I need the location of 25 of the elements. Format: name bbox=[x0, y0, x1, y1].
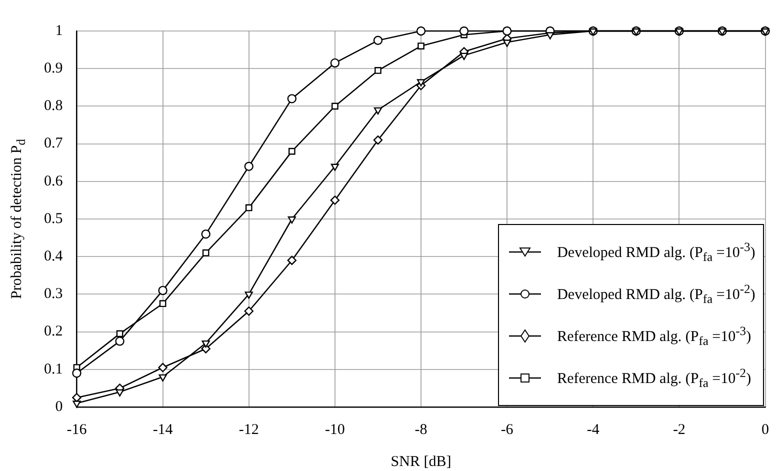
y-tick-label: 0.5 bbox=[44, 210, 63, 227]
x-tick-label: -16 bbox=[66, 422, 88, 438]
x-tick-label: 0 bbox=[762, 422, 769, 438]
x-tick-label: -2 bbox=[672, 422, 686, 438]
y-tick-label: 0.6 bbox=[44, 173, 64, 190]
y-tick-label: 0.3 bbox=[44, 286, 63, 302]
x-tick-label: -14 bbox=[152, 422, 174, 438]
y-tick-label: 0.2 bbox=[44, 324, 63, 340]
y-tick-label: 1 bbox=[55, 22, 63, 39]
x-axis-title: SNR [dB] bbox=[390, 454, 452, 470]
x-tick-label: -8 bbox=[414, 422, 428, 438]
y-tick-label: 0.1 bbox=[44, 361, 63, 378]
y-tick-label: 0.4 bbox=[44, 248, 64, 265]
y-tick-label: 0.8 bbox=[44, 98, 63, 114]
legend-label: Reference RMD alg. (P$_{fa}$ =10$^{-3}$) bbox=[557, 324, 752, 348]
x-tick-label: -6 bbox=[500, 422, 514, 438]
y-tick-label: 0.9 bbox=[44, 60, 63, 77]
legend-label: Developed RMD alg. (P$_{fa}$ =10$^{-2}$) bbox=[557, 282, 756, 306]
x-tick-label: -12 bbox=[238, 422, 259, 438]
legend-label: Reference RMD alg. (P$_{fa}$ =10$^{-2}$) bbox=[557, 366, 752, 390]
y-tick-label: 0.7 bbox=[44, 136, 64, 152]
x-tick-label: -4 bbox=[586, 422, 600, 438]
legend-label: Developed RMD alg. (P$_{fa}$ =10$^{-3}$) bbox=[557, 240, 756, 264]
y-tick-label: 0 bbox=[55, 398, 63, 415]
x-tick-label: -10 bbox=[324, 422, 345, 438]
